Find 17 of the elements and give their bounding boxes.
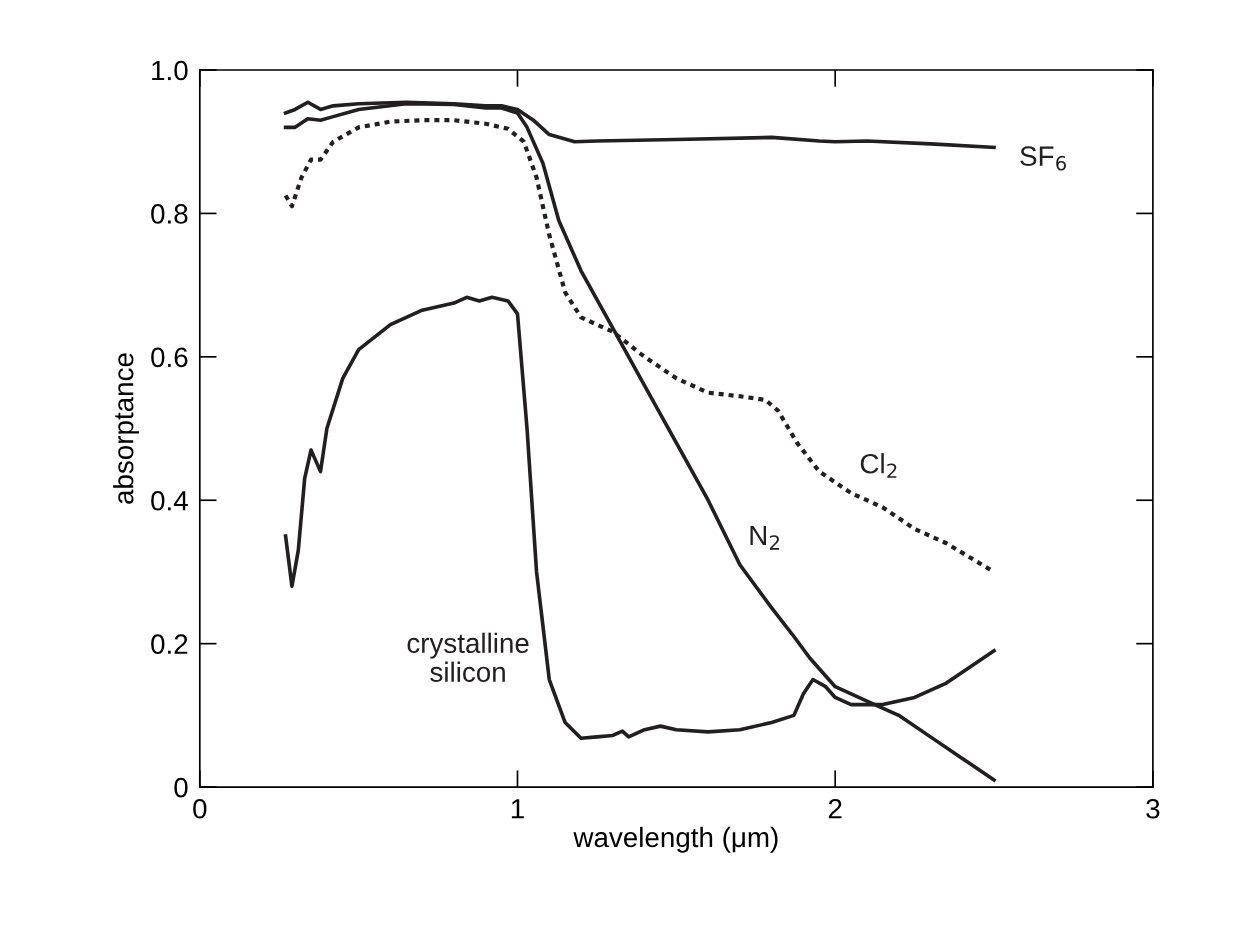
series-label: N$_{2}$ [750, 525, 779, 550]
series-label: crystalline silicon [407, 632, 529, 682]
x-tick-label: 0 [193, 798, 207, 819]
y-tick-label: 0.2 [151, 634, 188, 654]
y-tick-label: 0.4 [151, 490, 188, 511]
series-label: SF$_{6}$ [1020, 146, 1066, 171]
series-label: Cl$_{2}$ [860, 453, 897, 478]
x-tick-label: 1 [511, 799, 524, 819]
line-series [283, 101, 996, 782]
y-tick-label: 0.6 [151, 347, 188, 368]
y-tick-label: 0.8 [151, 204, 188, 224]
x-tick-label: 2 [828, 798, 842, 819]
x-axis-title: wavelength (μm) [573, 826, 778, 853]
y-axis-title: absorptance [113, 353, 139, 504]
y-tick-label: 1.0 [152, 60, 188, 81]
y-tick-label: 0 [174, 777, 188, 798]
x-tick-label: 3 [1146, 798, 1160, 819]
